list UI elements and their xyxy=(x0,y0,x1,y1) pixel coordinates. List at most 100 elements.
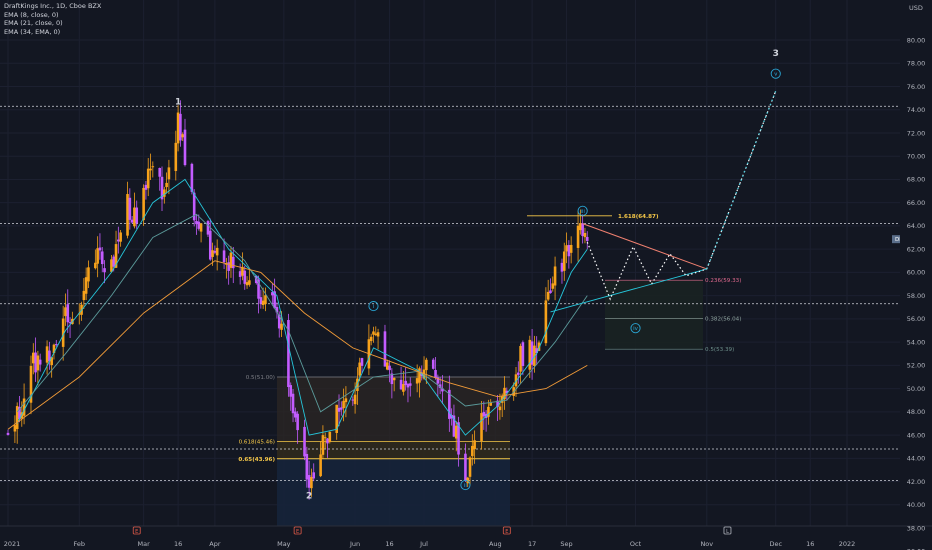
candle-body xyxy=(562,251,566,271)
ema-8-line xyxy=(16,178,588,436)
candle-body xyxy=(583,233,587,238)
candle-body xyxy=(66,304,70,323)
candle-body xyxy=(144,184,148,190)
wave-circle-iv xyxy=(630,323,641,334)
candle-body xyxy=(519,345,522,372)
candle-body xyxy=(560,262,564,272)
candle-body xyxy=(183,129,187,166)
x-tick-label: Mar xyxy=(137,540,150,548)
time-axis xyxy=(0,526,932,550)
x-tick-label: Sep xyxy=(560,540,572,548)
y-tick-label: 66.00 xyxy=(907,199,926,207)
candle-body xyxy=(163,189,166,197)
candle-body xyxy=(351,399,355,401)
candle-body xyxy=(275,307,279,313)
candle-body xyxy=(496,400,499,407)
candle-body xyxy=(149,168,152,171)
candle-body xyxy=(551,283,555,289)
candle-body xyxy=(356,378,359,391)
candle-body xyxy=(585,236,589,241)
candle-body xyxy=(167,167,171,180)
wave-label-iii: iii xyxy=(580,209,585,215)
candle-body xyxy=(546,291,550,300)
candle-body xyxy=(229,252,233,268)
candle-body xyxy=(227,262,230,271)
x-tick-label: Apr xyxy=(209,540,221,548)
candle-body xyxy=(64,307,67,317)
indicator-ema-34[interactable]: EMA (34, EMA, 0) xyxy=(4,27,61,36)
candle-body xyxy=(238,271,242,277)
candle-body xyxy=(388,365,391,371)
candle-body xyxy=(441,388,444,392)
candle-body xyxy=(498,406,502,411)
wave-label-iv: iv xyxy=(633,326,639,332)
candle-body xyxy=(291,393,295,414)
candle-body xyxy=(199,223,203,232)
candle-body xyxy=(503,387,506,400)
candle-body xyxy=(464,453,467,481)
indicator-ema-21[interactable]: EMA (21, close, 0) xyxy=(4,19,63,28)
candle-body xyxy=(358,362,361,376)
event-marker-label: E xyxy=(505,529,508,535)
candle-body xyxy=(18,406,21,420)
candle-body xyxy=(257,279,260,299)
candle-body xyxy=(567,244,571,257)
candle-body xyxy=(128,197,132,220)
candle-body xyxy=(151,166,155,168)
candle-body xyxy=(516,372,520,375)
indicator-ema-8[interactable]: EMA (8, close, 0) xyxy=(4,10,59,19)
candle-body xyxy=(310,476,313,489)
candle-body xyxy=(473,440,476,450)
x-tick-label: 16 xyxy=(806,540,814,548)
candle-body xyxy=(530,341,534,365)
candle-body xyxy=(174,142,178,172)
candle-body xyxy=(243,270,247,284)
candle-body xyxy=(434,369,437,378)
fib-right-level-label: 0.236(59.33) xyxy=(705,278,741,284)
candle-body xyxy=(98,247,102,251)
candle-body xyxy=(528,339,532,370)
candle-body xyxy=(142,187,145,221)
candle-body xyxy=(31,352,35,364)
candle-body xyxy=(197,221,201,229)
candle-body xyxy=(206,221,210,235)
wave-label-ii: ii xyxy=(464,483,468,489)
candle-body xyxy=(312,472,316,479)
candle-body xyxy=(505,390,509,394)
y-tick-label: 56.00 xyxy=(907,315,926,323)
candle-body xyxy=(231,256,235,269)
wave-circle-v xyxy=(770,68,781,79)
candle-body xyxy=(471,445,474,457)
candle-body xyxy=(192,192,196,221)
candle-body xyxy=(87,267,90,282)
candle-body xyxy=(52,344,56,354)
fib-level-label: 0.5(51.00) xyxy=(246,375,275,381)
candle-body xyxy=(533,345,536,366)
y-tick-label: 42.00 xyxy=(907,478,926,486)
candle-body xyxy=(179,113,182,141)
candle-body xyxy=(259,297,263,304)
wave-label-1: 1 xyxy=(175,98,181,108)
candle-body xyxy=(408,383,412,386)
x-tick-label: May xyxy=(277,540,291,548)
candle-body xyxy=(321,435,325,455)
candle-body xyxy=(579,223,582,231)
x-tick-label: 16 xyxy=(174,540,182,548)
y-tick-label: 78.00 xyxy=(907,60,926,68)
candle-body xyxy=(399,379,403,390)
x-tick-label: 2022 xyxy=(839,540,856,548)
candle-body xyxy=(29,365,33,403)
candle-body xyxy=(537,342,541,351)
symbol-title[interactable]: DraftKings Inc., 1D, Cboe BZX xyxy=(4,2,102,10)
candle-body xyxy=(296,413,299,431)
wave-label-i: i xyxy=(373,304,375,310)
candle-body xyxy=(425,359,428,371)
candle-body xyxy=(392,377,396,381)
candle-body xyxy=(100,251,104,265)
candle-body xyxy=(450,415,453,419)
candle-body xyxy=(406,383,410,388)
candle-body xyxy=(271,292,274,296)
candle-body xyxy=(480,413,483,442)
candle-body xyxy=(514,374,518,387)
